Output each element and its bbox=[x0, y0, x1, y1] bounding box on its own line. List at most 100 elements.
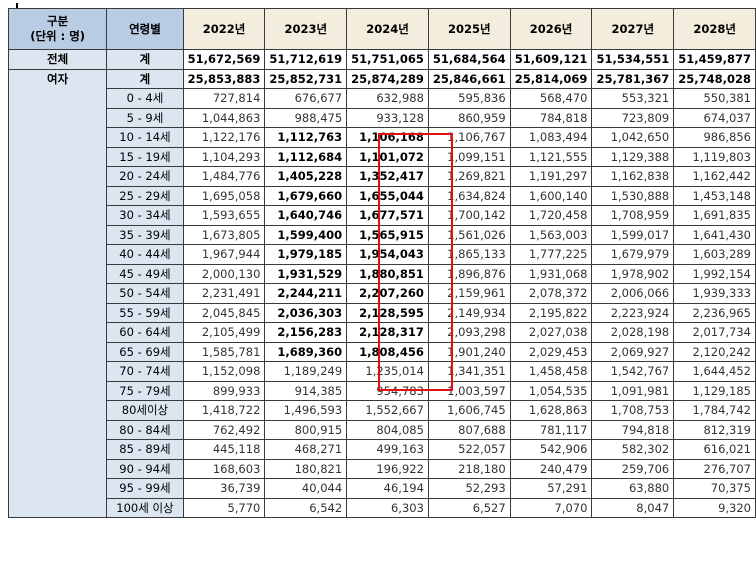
table-row: 40 - 44세 1,967,944 1,979,185 1,954,043 1,865… bbox=[9, 244, 756, 265]
age-label: 0 - 4세 bbox=[106, 88, 184, 109]
value-cell: 804,085 bbox=[346, 419, 429, 440]
value-cell: 800,915 bbox=[264, 419, 348, 440]
year-header: 2023년 bbox=[264, 8, 348, 50]
value-cell: 51,459,877 bbox=[673, 49, 756, 70]
sum-label: 계 bbox=[106, 49, 184, 70]
value-cell: 2,244,211 bbox=[264, 283, 348, 304]
header-row: 구분 (단위 : 명) 연령별 2022년 2023년 2024년 2025년 … bbox=[7, 8, 756, 50]
value-cell: 1,044,863 bbox=[182, 107, 266, 128]
table-row: 25 - 29세 1,695,058 1,679,660 1,655,044 1,634… bbox=[9, 185, 756, 206]
value-cell: 1,967,944 bbox=[182, 244, 266, 265]
value-cell: 1,101,072 bbox=[346, 146, 429, 167]
value-cell: 468,271 bbox=[264, 439, 348, 460]
value-cell: 51,534,551 bbox=[591, 49, 675, 70]
value-cell: 1,530,888 bbox=[591, 185, 675, 206]
value-cell: 676,677 bbox=[264, 88, 348, 109]
table-row: 30 - 34세 1,593,655 1,640,746 1,677,571 1,700… bbox=[9, 205, 756, 226]
value-cell: 1,644,452 bbox=[673, 361, 756, 382]
age-label: 85 - 89세 bbox=[106, 439, 184, 460]
value-cell: 914,385 bbox=[264, 380, 348, 401]
value-cell: 781,117 bbox=[509, 419, 593, 440]
value-cell: 8,047 bbox=[591, 497, 675, 518]
value-cell: 1,679,979 bbox=[591, 244, 675, 265]
value-cell: 51,751,065 bbox=[346, 49, 429, 70]
value-cell: 2,195,822 bbox=[509, 302, 593, 323]
value-cell: 723,809 bbox=[591, 107, 675, 128]
value-cell: 2,128,595 bbox=[346, 302, 429, 323]
value-cell: 6,303 bbox=[346, 497, 429, 518]
value-cell: 553,321 bbox=[591, 88, 675, 109]
value-cell: 1,552,667 bbox=[346, 400, 429, 421]
value-cell: 1,777,225 bbox=[509, 244, 593, 265]
value-cell: 276,707 bbox=[673, 458, 756, 479]
value-cell: 1,121,555 bbox=[509, 146, 593, 167]
value-cell: 70,375 bbox=[673, 478, 756, 499]
table-row: 10 - 14세 1,122,176 1,112,763 1,106,168 1,106… bbox=[9, 127, 756, 148]
value-cell: 1,341,351 bbox=[427, 361, 511, 382]
sum-label: 계 bbox=[106, 68, 184, 89]
age-label: 60 - 64세 bbox=[106, 322, 184, 343]
value-cell: 1,235,014 bbox=[346, 361, 429, 382]
value-cell: 1,593,655 bbox=[182, 205, 266, 226]
value-cell: 57,291 bbox=[509, 478, 593, 499]
value-cell: 1,954,043 bbox=[346, 244, 429, 265]
table-row: 45 - 49세 2,000,130 1,931,529 1,880,851 1,896… bbox=[9, 263, 756, 284]
value-cell: 2,231,491 bbox=[182, 283, 266, 304]
value-cell: 933,128 bbox=[346, 107, 429, 128]
value-cell: 51,684,564 bbox=[427, 49, 511, 70]
age-label: 80 - 84세 bbox=[106, 419, 184, 440]
value-cell: 568,470 bbox=[509, 88, 593, 109]
age-label: 90 - 94세 bbox=[106, 458, 184, 479]
value-cell: 46,194 bbox=[346, 478, 429, 499]
table-row: 75 - 79세 899,933 914,385 954,783 1,003,597 1,… bbox=[9, 380, 756, 401]
value-cell: 51,712,619 bbox=[264, 49, 348, 70]
value-cell: 1,865,133 bbox=[427, 244, 511, 265]
value-cell: 794,818 bbox=[591, 419, 675, 440]
value-cell: 1,563,003 bbox=[509, 224, 593, 245]
value-cell: 25,874,289 bbox=[346, 68, 429, 89]
value-cell: 1,677,571 bbox=[346, 205, 429, 226]
value-cell: 1,418,722 bbox=[182, 400, 266, 421]
value-cell: 1,106,767 bbox=[427, 127, 511, 148]
age-label: 55 - 59세 bbox=[106, 302, 184, 323]
population-table: 구분 (단위 : 명) 연령별 2022년 2023년 2024년 2025년 … bbox=[7, 8, 756, 518]
age-label: 40 - 44세 bbox=[106, 244, 184, 265]
age-label: 30 - 34세 bbox=[106, 205, 184, 226]
value-cell: 1,931,068 bbox=[509, 263, 593, 284]
table-row: 0 - 4세 727,814 676,677 632,988 595,836 568,47… bbox=[9, 88, 756, 109]
value-cell: 1,931,529 bbox=[264, 263, 348, 284]
value-cell: 1,112,684 bbox=[264, 146, 348, 167]
age-label: 70 - 74세 bbox=[106, 361, 184, 382]
value-cell: 784,818 bbox=[509, 107, 593, 128]
value-cell: 240,479 bbox=[509, 458, 593, 479]
value-cell: 1,191,297 bbox=[509, 166, 593, 187]
year-header: 2028년 bbox=[673, 8, 756, 50]
value-cell: 1,162,442 bbox=[673, 166, 756, 187]
value-cell: 2,000,130 bbox=[182, 263, 266, 284]
value-cell: 2,156,283 bbox=[264, 322, 348, 343]
table-row: 50 - 54세 2,231,491 2,244,211 2,207,260 2,159… bbox=[9, 283, 756, 304]
value-cell: 1,606,745 bbox=[427, 400, 511, 421]
value-cell: 1,600,140 bbox=[509, 185, 593, 206]
value-cell: 1,599,400 bbox=[264, 224, 348, 245]
value-cell: 1,484,776 bbox=[182, 166, 266, 187]
table-row: 5 - 9세 1,044,863 988,475 933,128 860,959 784,… bbox=[9, 107, 756, 128]
value-cell: 25,814,069 bbox=[509, 68, 593, 89]
year-header: 2026년 bbox=[509, 8, 593, 50]
value-cell: 1,634,824 bbox=[427, 185, 511, 206]
unit-label: (단위 : 명) bbox=[30, 29, 86, 43]
value-cell: 1,561,026 bbox=[427, 224, 511, 245]
value-cell: 1,003,597 bbox=[427, 380, 511, 401]
value-cell: 36,739 bbox=[182, 478, 266, 499]
table-row: 20 - 24세 1,484,776 1,405,228 1,352,417 1,269… bbox=[9, 166, 756, 187]
value-cell: 2,069,927 bbox=[591, 341, 675, 362]
value-cell: 218,180 bbox=[427, 458, 511, 479]
value-cell: 51,609,121 bbox=[509, 49, 593, 70]
value-cell: 1,122,176 bbox=[182, 127, 266, 148]
age-label: 65 - 69세 bbox=[106, 341, 184, 362]
value-cell: 1,673,805 bbox=[182, 224, 266, 245]
value-cell: 1,641,430 bbox=[673, 224, 756, 245]
value-cell: 445,118 bbox=[182, 439, 266, 460]
value-cell: 1,901,240 bbox=[427, 341, 511, 362]
table-row: 95 - 99세 36,739 40,044 46,194 52,293 57,291 63… bbox=[9, 478, 756, 499]
